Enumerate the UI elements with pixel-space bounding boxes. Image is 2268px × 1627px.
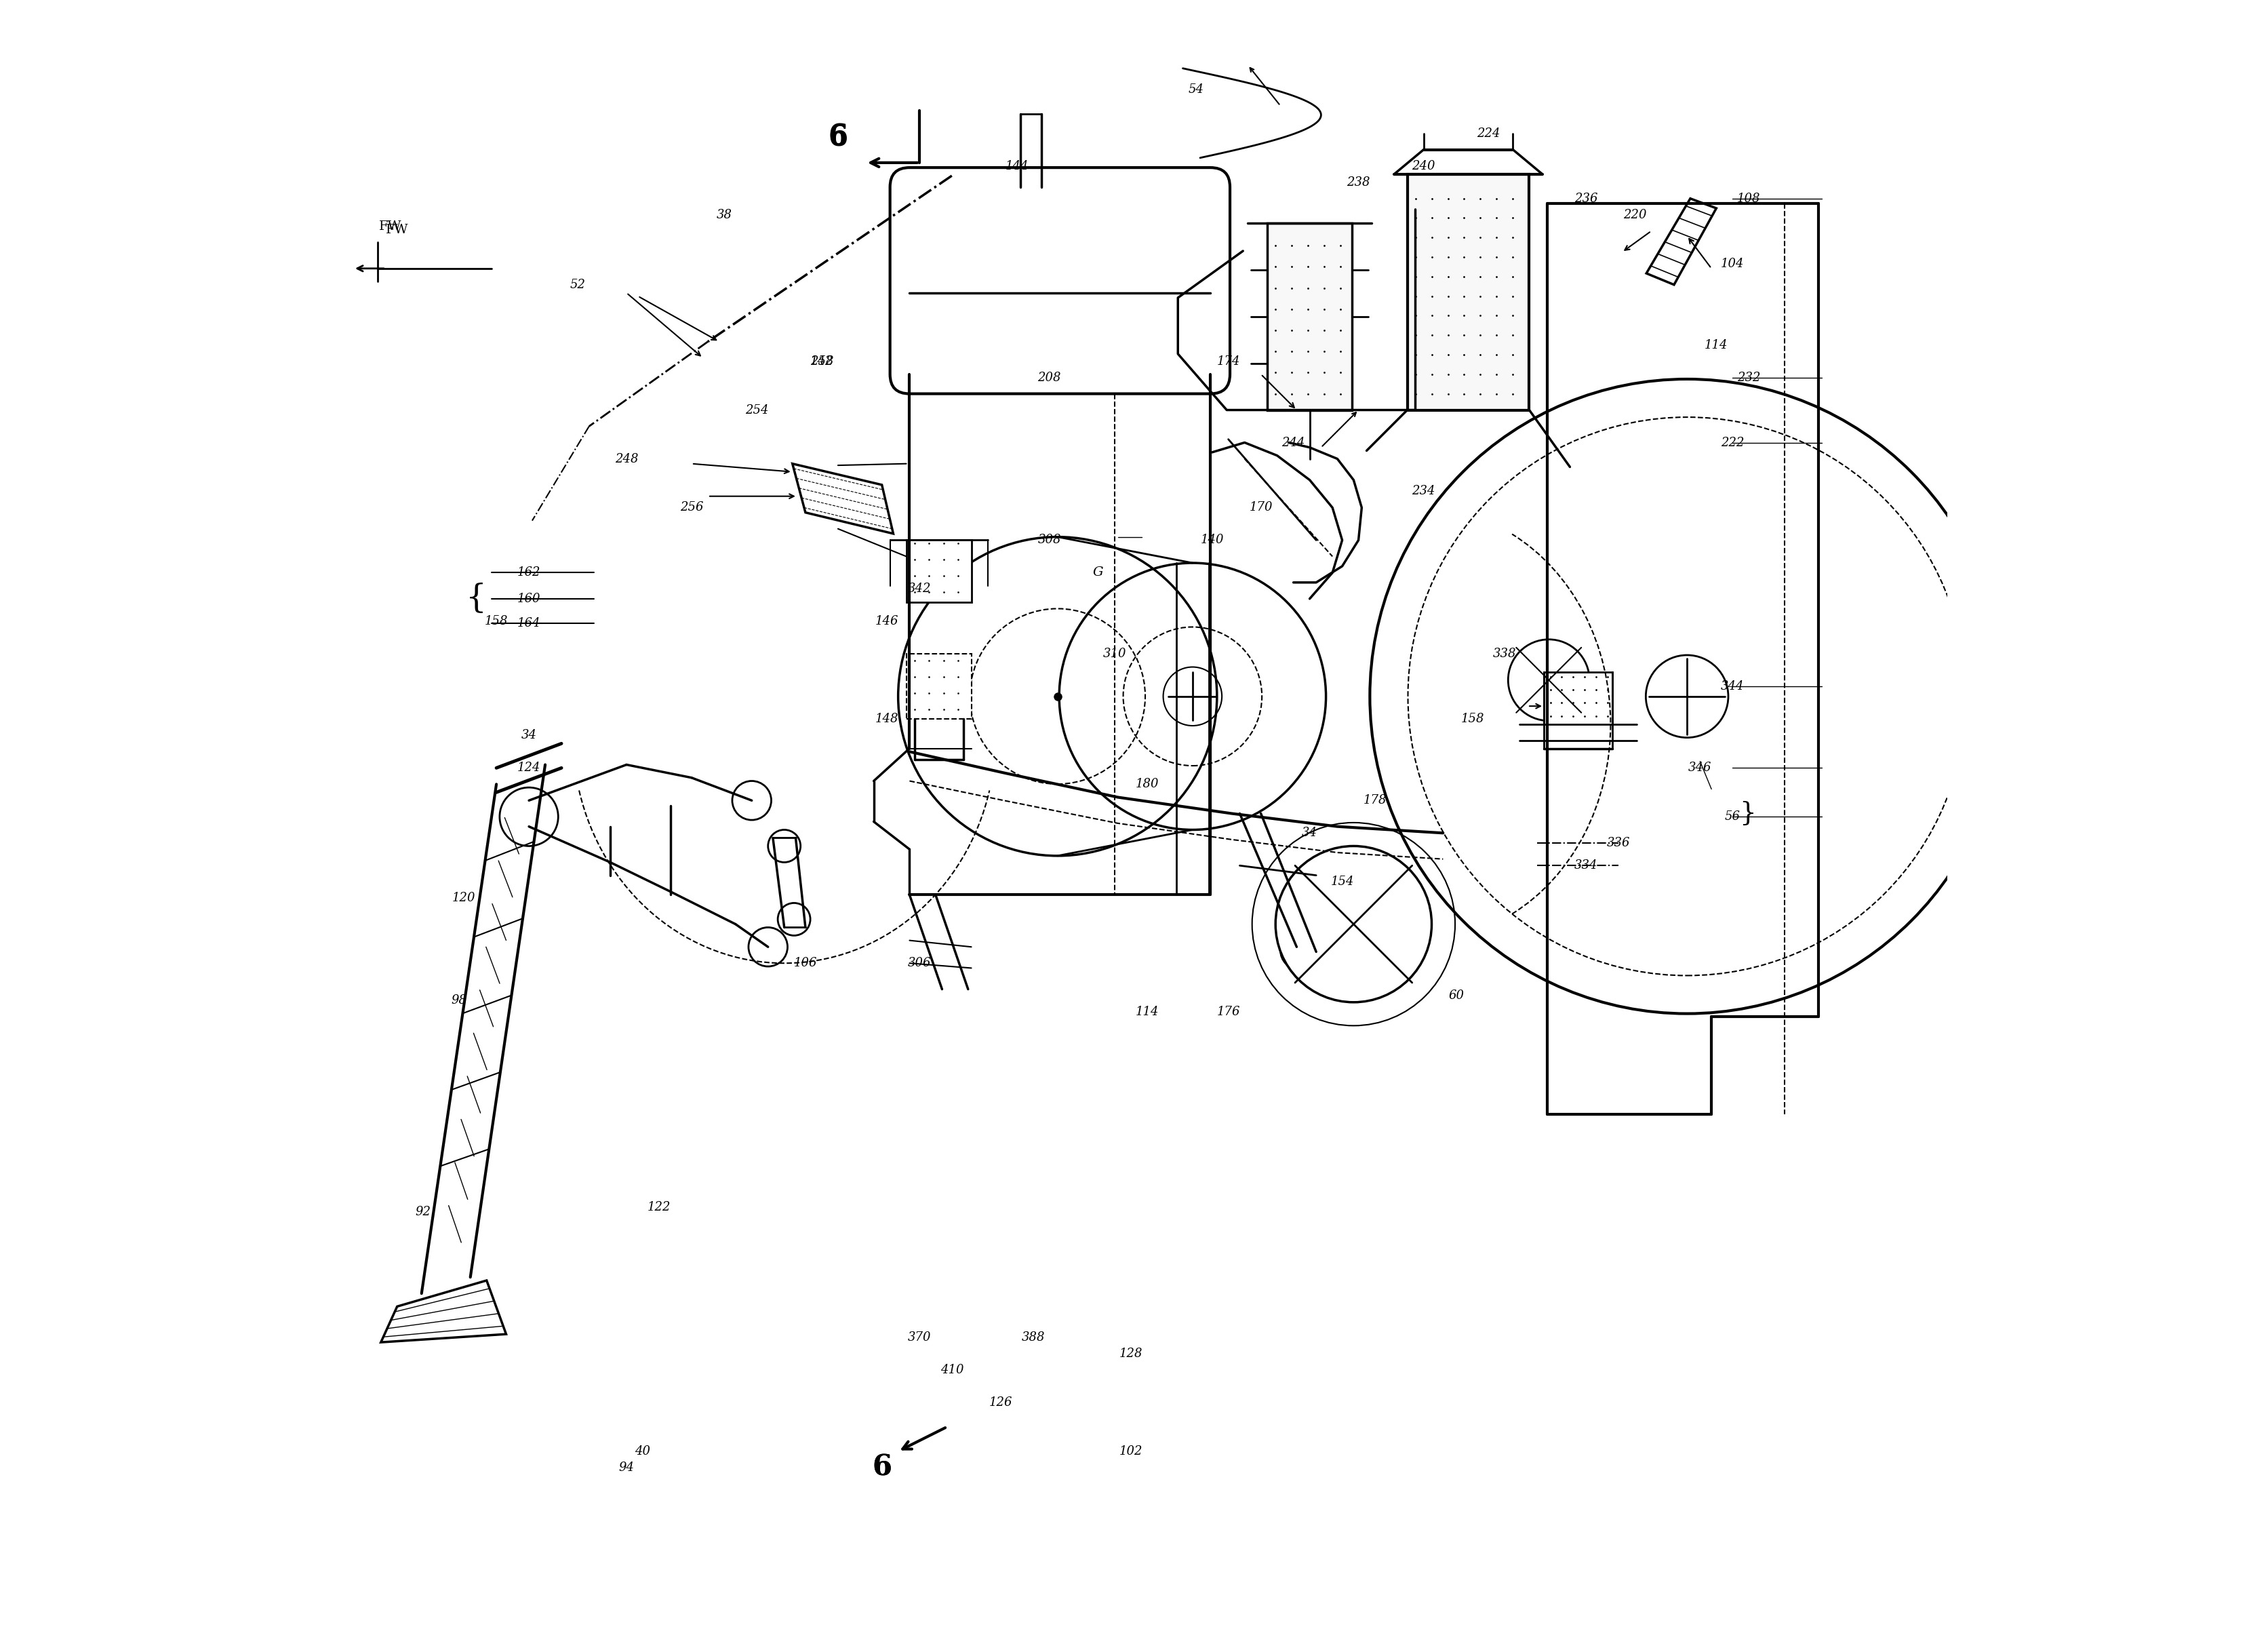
Circle shape (769, 830, 801, 862)
Text: 154: 154 (1331, 875, 1354, 888)
Text: 38: 38 (717, 208, 733, 221)
Text: 220: 220 (1624, 208, 1647, 221)
Text: 128: 128 (1118, 1347, 1143, 1360)
Text: 344: 344 (1721, 680, 1744, 693)
Text: FW: FW (386, 223, 408, 236)
Text: 108: 108 (1737, 192, 1760, 205)
Text: 248: 248 (615, 452, 637, 465)
Text: 308: 308 (1039, 534, 1061, 547)
Text: 180: 180 (1136, 778, 1159, 791)
Text: 208: 208 (1039, 371, 1061, 384)
Text: 6: 6 (828, 124, 848, 153)
Text: 56: 56 (1724, 810, 1740, 823)
Text: 34: 34 (522, 729, 538, 742)
Circle shape (1275, 846, 1431, 1002)
Bar (907, 540, 971, 602)
Text: 306: 306 (907, 957, 930, 970)
Text: 114: 114 (1136, 1005, 1159, 1019)
Text: 120: 120 (451, 892, 476, 905)
Circle shape (733, 781, 771, 820)
Text: 92: 92 (415, 1206, 431, 1219)
Text: 176: 176 (1216, 1005, 1241, 1019)
Text: 410: 410 (941, 1363, 964, 1376)
Text: 148: 148 (875, 713, 898, 726)
Circle shape (748, 927, 787, 966)
Bar (907, 654, 971, 719)
Text: 124: 124 (517, 761, 540, 774)
Text: 158: 158 (1461, 713, 1483, 726)
Text: 142: 142 (810, 355, 832, 368)
Bar (1545, 672, 1613, 724)
Text: 106: 106 (794, 957, 816, 970)
Circle shape (1281, 931, 1320, 970)
Text: 114: 114 (1706, 338, 1728, 351)
Bar (1406, 174, 1529, 410)
Text: 310: 310 (1102, 648, 1127, 661)
Text: 254: 254 (744, 403, 769, 417)
Text: 146: 146 (875, 615, 898, 628)
Text: 224: 224 (1476, 127, 1501, 140)
Text: 334: 334 (1574, 859, 1599, 872)
Text: 370: 370 (907, 1331, 930, 1344)
Text: 6: 6 (828, 122, 848, 151)
Text: 256: 256 (680, 501, 703, 514)
Text: 40: 40 (635, 1445, 651, 1458)
Text: 178: 178 (1363, 794, 1386, 807)
Text: 94: 94 (619, 1461, 635, 1474)
Circle shape (499, 787, 558, 846)
Circle shape (778, 903, 810, 936)
Text: 104: 104 (1721, 257, 1744, 270)
Text: 6: 6 (873, 1453, 891, 1482)
Text: 222: 222 (1721, 436, 1744, 449)
Text: 34: 34 (1302, 827, 1318, 840)
Text: 126: 126 (989, 1396, 1012, 1409)
Text: 6: 6 (873, 1453, 891, 1482)
Text: 336: 336 (1608, 836, 1631, 849)
Text: 158: 158 (485, 615, 508, 628)
Circle shape (1508, 639, 1590, 721)
Text: 240: 240 (1413, 159, 1436, 172)
Text: 346: 346 (1687, 761, 1712, 774)
Text: 258: 258 (810, 355, 832, 368)
Polygon shape (792, 464, 894, 534)
Text: 388: 388 (1021, 1331, 1046, 1344)
Text: 122: 122 (646, 1201, 671, 1214)
Text: 338: 338 (1492, 648, 1517, 661)
Text: 98: 98 (451, 994, 467, 1007)
Text: 102: 102 (1118, 1445, 1143, 1458)
Text: 174: 174 (1216, 355, 1241, 368)
Text: 144: 144 (1005, 159, 1030, 172)
Text: 342: 342 (907, 582, 930, 595)
Bar (1268, 223, 1352, 410)
Text: 54: 54 (1188, 83, 1204, 96)
Text: 160: 160 (517, 592, 540, 605)
Text: G: G (1093, 566, 1105, 579)
Text: 60: 60 (1449, 989, 1463, 1002)
Text: FW: FW (379, 220, 401, 233)
Text: 238: 238 (1347, 176, 1370, 189)
Text: }: } (1740, 800, 1755, 827)
Text: 164: 164 (517, 617, 540, 630)
Text: 232: 232 (1737, 371, 1760, 384)
Text: 170: 170 (1250, 501, 1272, 514)
Text: {: { (465, 582, 488, 615)
Text: 140: 140 (1200, 534, 1225, 547)
Text: 244: 244 (1281, 436, 1304, 449)
Text: 234: 234 (1413, 485, 1436, 498)
Polygon shape (1647, 198, 1717, 285)
Text: 52: 52 (569, 278, 585, 291)
Text: 162: 162 (517, 566, 540, 579)
Text: 236: 236 (1574, 192, 1599, 205)
